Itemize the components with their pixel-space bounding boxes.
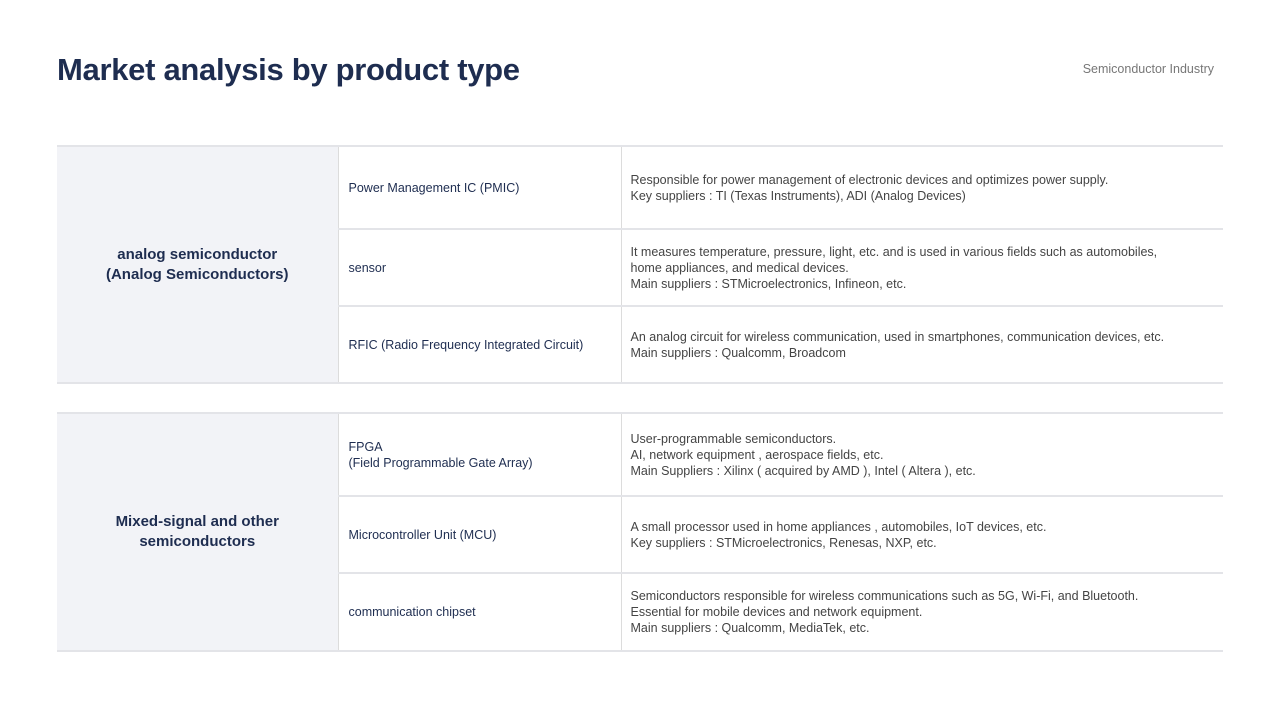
table-row: Microcontroller Unit (MCU) A small proce… <box>57 495 1223 574</box>
product-desc: Semiconductors responsible for wireless … <box>620 572 1223 652</box>
desc-line: Semiconductors responsible for wireless … <box>630 589 1139 603</box>
product-name: RFIC (Radio Frequency Integrated Circuit… <box>337 305 621 384</box>
name-line: Microcontroller Unit (MCU) <box>348 527 497 542</box>
product-desc: A small processor used in home appliance… <box>620 495 1223 574</box>
product-name: communication chipset <box>337 572 621 652</box>
table-row: analog semiconductor (Analog Semiconduct… <box>57 145 1223 384</box>
category-line: analog semiconductor <box>117 245 278 263</box>
analog-table: analog semiconductor (Analog Semiconduct… <box>57 145 1223 384</box>
product-name: sensor <box>337 228 621 307</box>
desc-line: User-programmable semiconductors. <box>630 431 837 446</box>
category-line: semiconductors <box>139 533 256 550</box>
product-desc: Responsible for power management of elec… <box>620 145 1223 230</box>
header-subtitle: Semiconductor Industry <box>1082 62 1214 76</box>
table-row: RFIC (Radio Frequency Integrated Circuit… <box>57 305 1223 384</box>
name-line: (Field Programmable Gate Array) <box>348 455 533 470</box>
category-line: (Analog Semiconductors) <box>105 265 289 283</box>
desc-line: An analog circuit for wireless communica… <box>630 329 1165 344</box>
mixed-signal-table: Mixed-signal and other semiconductors FP… <box>57 412 1223 652</box>
product-name: Power Management IC (PMIC) <box>337 145 621 230</box>
product-name: Microcontroller Unit (MCU) <box>337 495 621 574</box>
desc-line: Essential for mobile devices and network… <box>630 605 923 619</box>
desc-line: Main suppliers : Qualcomm, MediaTek, etc… <box>630 621 870 635</box>
desc-line: Responsible for power management of elec… <box>630 172 1109 187</box>
table-row: sensor It measures temperature, pressure… <box>57 228 1223 307</box>
desc-line: home appliances, and medical devices. <box>630 260 849 275</box>
desc-line: Key suppliers : TI (Texas Instruments), … <box>630 188 966 203</box>
name-line: communication chipset <box>348 605 476 619</box>
desc-line: Key suppliers : STMicroelectronics, Rene… <box>630 535 937 550</box>
product-desc: An analog circuit for wireless communica… <box>620 305 1223 384</box>
desc-line: It measures temperature, pressure, light… <box>630 244 1158 259</box>
desc-line: A small processor used in home appliance… <box>630 519 1047 534</box>
page-title: Market analysis by product type <box>57 52 520 87</box>
table-row: communication chipset Semiconductors res… <box>57 572 1223 652</box>
product-name: FPGA (Field Programmable Gate Array) <box>337 412 621 497</box>
product-desc: User-programmable semiconductors. AI, ne… <box>620 412 1223 497</box>
desc-line: AI, network equipment , aerospace fields… <box>630 447 884 462</box>
category-line: Mixed-signal and other <box>115 513 279 530</box>
product-desc: It measures temperature, pressure, light… <box>620 228 1223 307</box>
name-line: Power Management IC (PMIC) <box>348 180 520 195</box>
desc-line: Main suppliers : STMicroelectronics, Inf… <box>630 276 907 291</box>
table-row: Mixed-signal and other semiconductors FP… <box>57 412 1223 652</box>
desc-line: Main suppliers : Qualcomm, Broadcom <box>630 345 846 360</box>
name-line: FPGA <box>348 439 383 454</box>
desc-line: Main Suppliers : Xilinx ( acquired by AM… <box>630 463 976 478</box>
category-cell: Mixed-signal and other semiconductors <box>57 412 338 652</box>
category-cell: analog semiconductor (Analog Semiconduct… <box>57 145 338 384</box>
name-line: sensor <box>348 260 387 275</box>
name-line: RFIC (Radio Frequency Integrated Circuit… <box>348 337 584 352</box>
